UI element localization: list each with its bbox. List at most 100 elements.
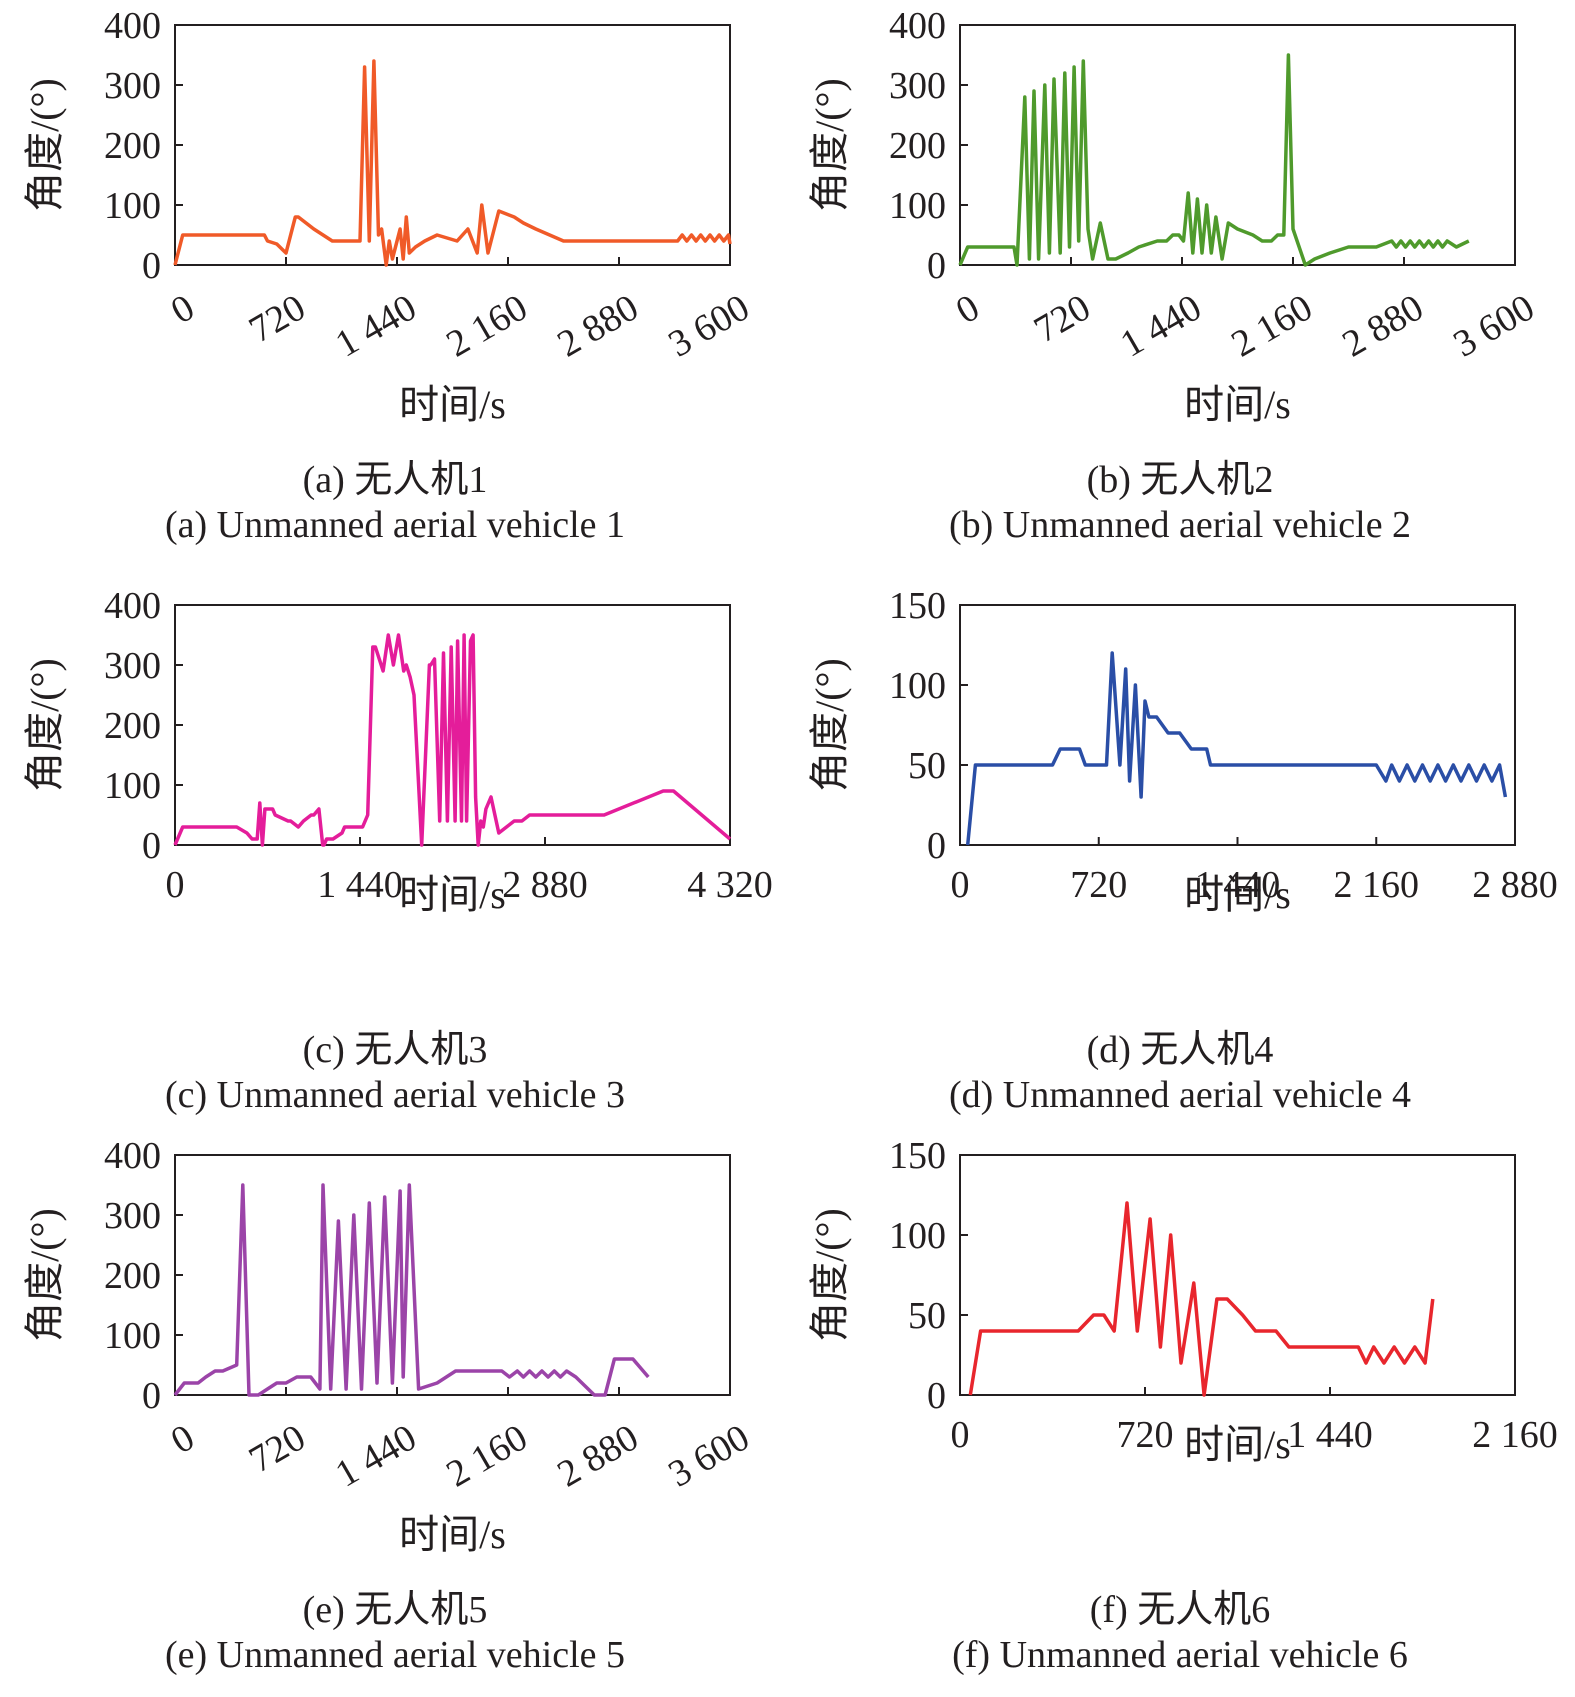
caption-cn-uav-3: (c) 无人机3 [302, 1029, 488, 1071]
y-tick-label: 0 [927, 245, 946, 287]
x-tick-label: 720 [242, 286, 312, 351]
y-axis-label: 角度/(°) [22, 78, 67, 212]
y-tick-label: 50 [908, 1295, 946, 1337]
series-line [173, 1183, 650, 1397]
x-tick-label: 3 600 [661, 1416, 756, 1495]
plot-frame [959, 1154, 1516, 1396]
y-tick-label: 100 [104, 1315, 161, 1357]
x-tick-label: 720 [1027, 286, 1097, 351]
y-tick-label: 200 [104, 705, 161, 747]
chart-uav-3: 0 100 200 300 400 0 1 440 2 880 4 320 时间/s 角度/(°) [22, 585, 773, 917]
y-tick-label: 400 [104, 1135, 161, 1177]
x-tick-label: 0 [164, 1416, 201, 1462]
x-tick-label: 0 [951, 1414, 970, 1456]
y-tick-label: 100 [104, 765, 161, 807]
caption-cn-uav-5: (e) 无人机5 [302, 1589, 488, 1631]
y-tick-label: 0 [927, 825, 946, 867]
x-tick-label: 1 440 [328, 286, 423, 365]
x-tick-label: 2 160 [1224, 286, 1319, 365]
chart-uav-2: 0 100 200 300 400 0 720 1 440 2 160 2 880 3 600 时间/… [807, 5, 1542, 427]
y-tick-label: 0 [927, 1375, 946, 1417]
panel-uav-2: 0 100 200 300 400 0 720 1 440 2 160 2 880 3 600 时间/… [785, 0, 1575, 560]
y-tick-label: 100 [889, 185, 946, 227]
x-axis-label: 时间/s [399, 872, 506, 917]
x-tick-label: 720 [1117, 1414, 1174, 1456]
panel-uav-3: 0 100 200 300 400 0 1 440 2 880 4 320 时间/s 角度/(°) … [0, 580, 790, 1140]
x-tick-label: 3 600 [1446, 286, 1541, 365]
y-tick-label: 400 [104, 5, 161, 47]
caption-cn-uav-6: (f) 无人机6 [1089, 1589, 1271, 1631]
x-tick-label: 720 [1070, 864, 1127, 906]
x-tick-label: 720 [242, 1416, 312, 1481]
x-tick-label: 2 880 [550, 1416, 645, 1495]
y-tick-label: 300 [889, 65, 946, 107]
x-axis-label: 时间/s [399, 382, 506, 427]
chart-uav-6: 0 50 100 150 0 720 1 440 2 160 时间/s 角度/(°) [807, 1135, 1558, 1467]
x-axis-label: 时间/s [399, 1512, 506, 1557]
x-tick-label: 2 880 [502, 864, 588, 906]
series-line [958, 53, 1470, 267]
y-tick-label: 200 [104, 125, 161, 167]
y-tick-label: 400 [889, 5, 946, 47]
x-tick-label: 3 600 [661, 286, 756, 365]
caption-en-uav-5: (e) Unmanned aerial vehicle 5 [165, 1634, 625, 1676]
caption-en-uav-1: (a) Unmanned aerial vehicle 1 [165, 504, 625, 546]
x-tick-label: 2 160 [439, 1416, 534, 1495]
y-tick-label: 100 [889, 1215, 946, 1257]
series-line [965, 651, 1508, 846]
caption-en-uav-3: (c) Unmanned aerial vehicle 3 [165, 1074, 625, 1116]
x-tick-label: 1 440 [1195, 864, 1281, 906]
chart-uav-5: 0 100 200 300 400 0 720 1 440 2 160 2 880 3 600 时间/… [22, 1135, 757, 1557]
y-tick-label: 150 [889, 585, 946, 627]
x-tick-label: 1 440 [1287, 1414, 1373, 1456]
x-axis-label: 时间/s [1184, 382, 1291, 427]
y-tick-label: 100 [104, 185, 161, 227]
x-tick-label: 2 880 [1472, 864, 1558, 906]
y-tick-label: 0 [142, 1375, 161, 1417]
panel-uav-4: 0 50 100 150 0 720 1 440 2 160 2 880 时间/s 角度/(°) (… [785, 580, 1575, 1140]
caption-cn-uav-2: (b) 无人机2 [1086, 459, 1274, 501]
y-axis-label: 角度/(°) [807, 658, 852, 792]
panel-uav-6: 0 50 100 150 0 720 1 440 2 160 时间/s 角度/(°) (f) 无人… [785, 1130, 1575, 1697]
x-tick-label: 1 440 [317, 864, 403, 906]
y-axis-label: 角度/(°) [22, 1208, 67, 1342]
y-tick-label: 100 [889, 665, 946, 707]
x-tick-label: 2 880 [550, 286, 645, 365]
x-tick-label: 0 [949, 286, 986, 332]
x-tick-label: 0 [951, 864, 970, 906]
series-line [968, 1201, 1435, 1397]
y-tick-label: 300 [104, 645, 161, 687]
y-tick-label: 0 [142, 825, 161, 867]
caption-en-uav-6: (f) Unmanned aerial vehicle 6 [952, 1634, 1408, 1676]
x-tick-label: 1 440 [328, 1416, 423, 1495]
x-tick-label: 2 880 [1335, 286, 1430, 365]
x-tick-label: 2 160 [1472, 1414, 1558, 1456]
x-tick-label: 2 160 [439, 286, 534, 365]
y-axis-label: 角度/(°) [22, 658, 67, 792]
caption-en-uav-4: (d) Unmanned aerial vehicle 4 [948, 1074, 1412, 1116]
chart-uav-4: 0 50 100 150 0 720 1 440 2 160 2 880 时间/s 角度/(°) [807, 585, 1558, 917]
y-tick-label: 300 [104, 65, 161, 107]
panel-uav-1: 0 100 200 300 400 0 720 1 440 2 160 2 880 3 600 时间/… [0, 0, 790, 560]
y-tick-label: 200 [104, 1255, 161, 1297]
panel-uav-5: 0 100 200 300 400 0 720 1 440 2 160 2 880 3 600 时间/… [0, 1130, 790, 1697]
caption-cn-uav-4: (d) 无人机4 [1086, 1029, 1274, 1071]
caption-en-uav-2: (b) Unmanned aerial vehicle 2 [948, 504, 1412, 546]
x-tick-label: 2 160 [1334, 864, 1420, 906]
y-axis-label: 角度/(°) [807, 78, 852, 212]
series-line [173, 59, 732, 267]
y-tick-label: 400 [104, 585, 161, 627]
plot-frame [174, 24, 731, 266]
plot-frame [174, 1154, 731, 1396]
caption-cn-uav-1: (a) 无人机1 [302, 459, 488, 501]
chart-uav-1: 0 100 200 300 400 0 720 1 440 2 160 2 880 3 600 时间/… [22, 5, 757, 427]
x-tick-label: 0 [164, 286, 201, 332]
y-axis-label: 角度/(°) [807, 1208, 852, 1342]
y-tick-label: 0 [142, 245, 161, 287]
x-tick-label: 0 [166, 864, 185, 906]
y-tick-label: 200 [889, 125, 946, 167]
y-tick-label: 150 [889, 1135, 946, 1177]
series-line [173, 633, 732, 847]
x-axis-label: 时间/s [1184, 1422, 1291, 1467]
y-tick-label: 50 [908, 745, 946, 787]
